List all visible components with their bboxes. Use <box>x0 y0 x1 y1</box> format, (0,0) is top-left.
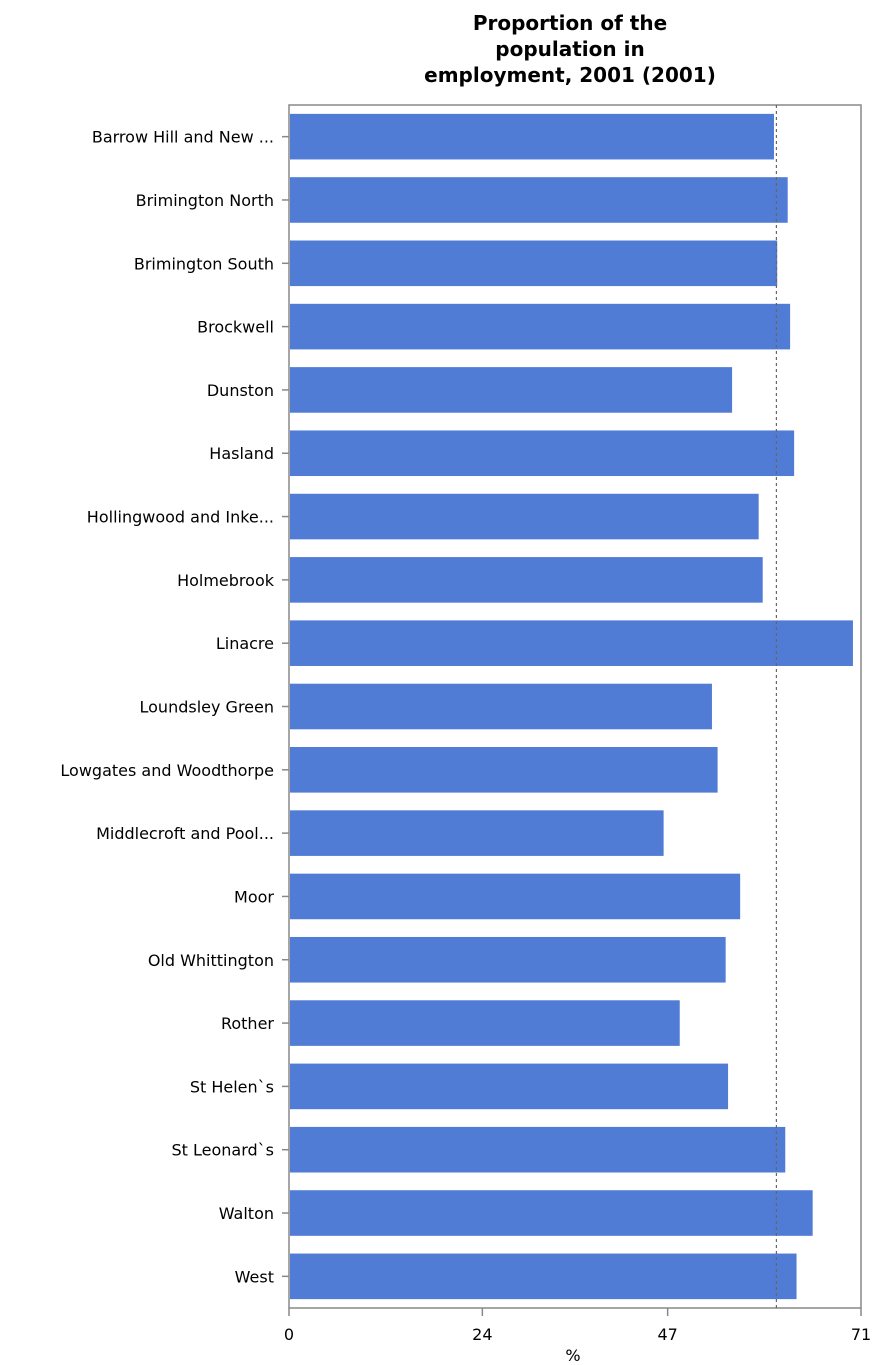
category-label: Lowgates and Woodthorpe <box>60 761 274 780</box>
category-label: Brockwell <box>197 318 274 337</box>
x-tick-label: 24 <box>472 1325 492 1344</box>
chart-title-line: population in <box>495 37 645 61</box>
category-label: Middlecroft and Pool... <box>96 824 274 843</box>
chart-title: Proportion of the population in employme… <box>380 10 760 88</box>
bar <box>290 240 778 287</box>
bar <box>290 683 712 730</box>
bar <box>290 810 664 856</box>
bar <box>290 430 795 477</box>
category-label: Holmebrook <box>177 571 275 590</box>
category-axis: Barrow Hill and New ... Brimington North B… <box>60 128 289 1286</box>
x-tick-label: 71 <box>851 1325 871 1344</box>
category-label: St Leonard`s <box>171 1141 274 1160</box>
category-label: West <box>235 1267 274 1286</box>
category-label: St Helen`s <box>190 1077 274 1096</box>
category-label: Walton <box>219 1204 274 1223</box>
bar <box>290 747 718 793</box>
category-label: Brimington South <box>134 254 274 273</box>
bar <box>290 936 726 983</box>
category-label: Rother <box>221 1014 274 1033</box>
bar <box>290 493 759 540</box>
bar <box>290 1190 813 1236</box>
category-label: Brimington North <box>136 191 274 210</box>
category-label: Hasland <box>209 444 274 463</box>
bar <box>290 620 853 666</box>
bar <box>290 303 791 350</box>
x-tick-label: 0 <box>284 1325 294 1344</box>
category-label: Loundsley Green <box>140 698 275 717</box>
bar <box>290 1126 786 1173</box>
category-label: Dunston <box>207 381 274 400</box>
bar <box>290 177 788 223</box>
bar <box>290 1000 680 1046</box>
x-axis-title: % <box>565 1346 580 1365</box>
category-label: Moor <box>234 887 274 906</box>
category-label: Linacre <box>216 634 274 653</box>
bar <box>290 367 733 413</box>
x-tick-label: 47 <box>657 1325 677 1344</box>
bar <box>290 1063 729 1110</box>
value-axis: 0 24 47 71 <box>284 1308 871 1344</box>
bar <box>290 873 741 920</box>
bars-layer <box>290 113 853 1300</box>
category-label: Old Whittington <box>148 951 274 970</box>
chart-title-line: Proportion of the <box>472 11 668 35</box>
category-label: Hollingwood and Inke... <box>87 508 274 527</box>
bar <box>290 557 763 603</box>
chart-title-line: employment, 2001 (2001) <box>424 63 716 87</box>
bar <box>290 1253 797 1300</box>
category-label: Barrow Hill and New ... <box>92 128 274 147</box>
bar <box>290 113 774 160</box>
